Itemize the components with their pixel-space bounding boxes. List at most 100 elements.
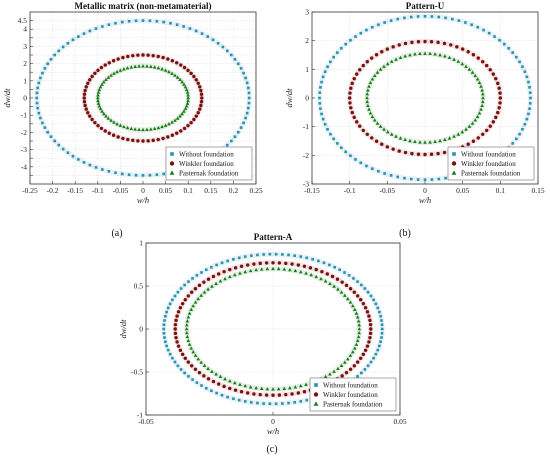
data-point xyxy=(173,327,177,331)
data-point xyxy=(82,100,87,104)
data-point xyxy=(186,68,190,73)
data-point xyxy=(148,173,152,177)
data-point xyxy=(233,58,237,61)
data-point xyxy=(173,118,177,122)
data-point xyxy=(196,81,200,85)
data-point xyxy=(111,59,116,63)
data-point xyxy=(202,374,206,378)
data-point xyxy=(348,353,353,357)
data-point xyxy=(365,59,369,64)
data-point xyxy=(196,357,201,361)
data-point xyxy=(372,356,375,360)
data-point xyxy=(141,127,145,132)
data-point xyxy=(349,154,352,158)
data-point xyxy=(471,139,476,143)
data-point xyxy=(173,294,177,298)
data-point xyxy=(374,302,378,306)
data-point xyxy=(166,306,170,310)
data-point xyxy=(245,263,250,267)
data-point xyxy=(94,166,98,169)
data-point xyxy=(233,380,237,385)
data-point xyxy=(365,96,369,100)
data-point xyxy=(518,132,521,136)
data-point xyxy=(466,142,470,146)
data-point xyxy=(61,147,65,151)
data-point xyxy=(382,127,386,131)
data-point xyxy=(339,290,344,294)
data-point xyxy=(214,281,218,286)
data-point xyxy=(237,256,241,260)
data-point xyxy=(166,348,170,352)
data-point xyxy=(476,25,480,29)
data-point xyxy=(438,138,442,143)
data-point xyxy=(344,283,349,288)
data-point xyxy=(357,323,361,327)
data-point xyxy=(161,55,165,60)
data-point xyxy=(244,76,247,80)
data-point xyxy=(186,360,191,364)
data-point xyxy=(449,43,453,47)
data-point xyxy=(528,91,532,94)
data-point xyxy=(330,274,335,279)
y-axis-label: dw/dt xyxy=(2,88,12,108)
data-point xyxy=(202,290,207,294)
data-point xyxy=(368,111,373,115)
data-point xyxy=(133,64,137,68)
data-point xyxy=(156,66,161,70)
data-point xyxy=(370,136,374,140)
data-point xyxy=(368,318,372,323)
chart-title: Metallic matrix (non-metamaterial) xyxy=(75,1,212,11)
data-point xyxy=(423,39,427,44)
data-point xyxy=(366,364,370,368)
data-point xyxy=(256,401,259,405)
data-point xyxy=(210,369,214,373)
legend-label: Without foundation xyxy=(323,382,378,390)
data-point xyxy=(166,57,170,61)
data-point xyxy=(178,114,182,118)
y-tick-label: -2 xyxy=(21,128,27,137)
data-point xyxy=(416,152,421,156)
data-point xyxy=(136,53,140,57)
data-point xyxy=(336,366,340,370)
legend-box xyxy=(309,377,397,412)
data-point xyxy=(528,107,531,110)
data-point xyxy=(175,75,180,79)
data-point xyxy=(376,306,380,310)
data-point xyxy=(350,110,354,115)
x-tick-label: -0.1 xyxy=(92,186,104,195)
data-point xyxy=(88,29,92,33)
data-point xyxy=(220,261,224,265)
data-point xyxy=(57,49,61,53)
data-point xyxy=(98,106,103,111)
data-point xyxy=(515,55,518,59)
data-point xyxy=(180,80,184,84)
data-point xyxy=(355,294,360,298)
data-point xyxy=(192,74,196,79)
data-point xyxy=(480,92,485,96)
data-point xyxy=(511,142,514,145)
data-point xyxy=(115,122,119,126)
data-point xyxy=(423,51,427,55)
data-point xyxy=(367,314,371,318)
data-point xyxy=(137,127,141,131)
y-tick-label: -3 xyxy=(303,180,309,189)
data-point xyxy=(162,172,166,176)
data-point xyxy=(39,76,42,80)
data-point xyxy=(318,102,322,105)
data-point xyxy=(199,92,204,96)
data-point xyxy=(35,101,39,105)
data-point xyxy=(352,307,357,311)
legend-marker xyxy=(169,170,175,175)
panel-label: (b) xyxy=(399,228,411,239)
data-point xyxy=(358,68,362,72)
data-point xyxy=(243,384,248,388)
data-point xyxy=(237,398,241,402)
data-point xyxy=(359,161,363,165)
data-point xyxy=(178,348,183,352)
data-point xyxy=(378,67,383,71)
data-point xyxy=(416,40,421,44)
data-point xyxy=(394,134,398,138)
data-point xyxy=(233,388,238,392)
data-point xyxy=(136,139,140,143)
data-point xyxy=(368,80,373,85)
